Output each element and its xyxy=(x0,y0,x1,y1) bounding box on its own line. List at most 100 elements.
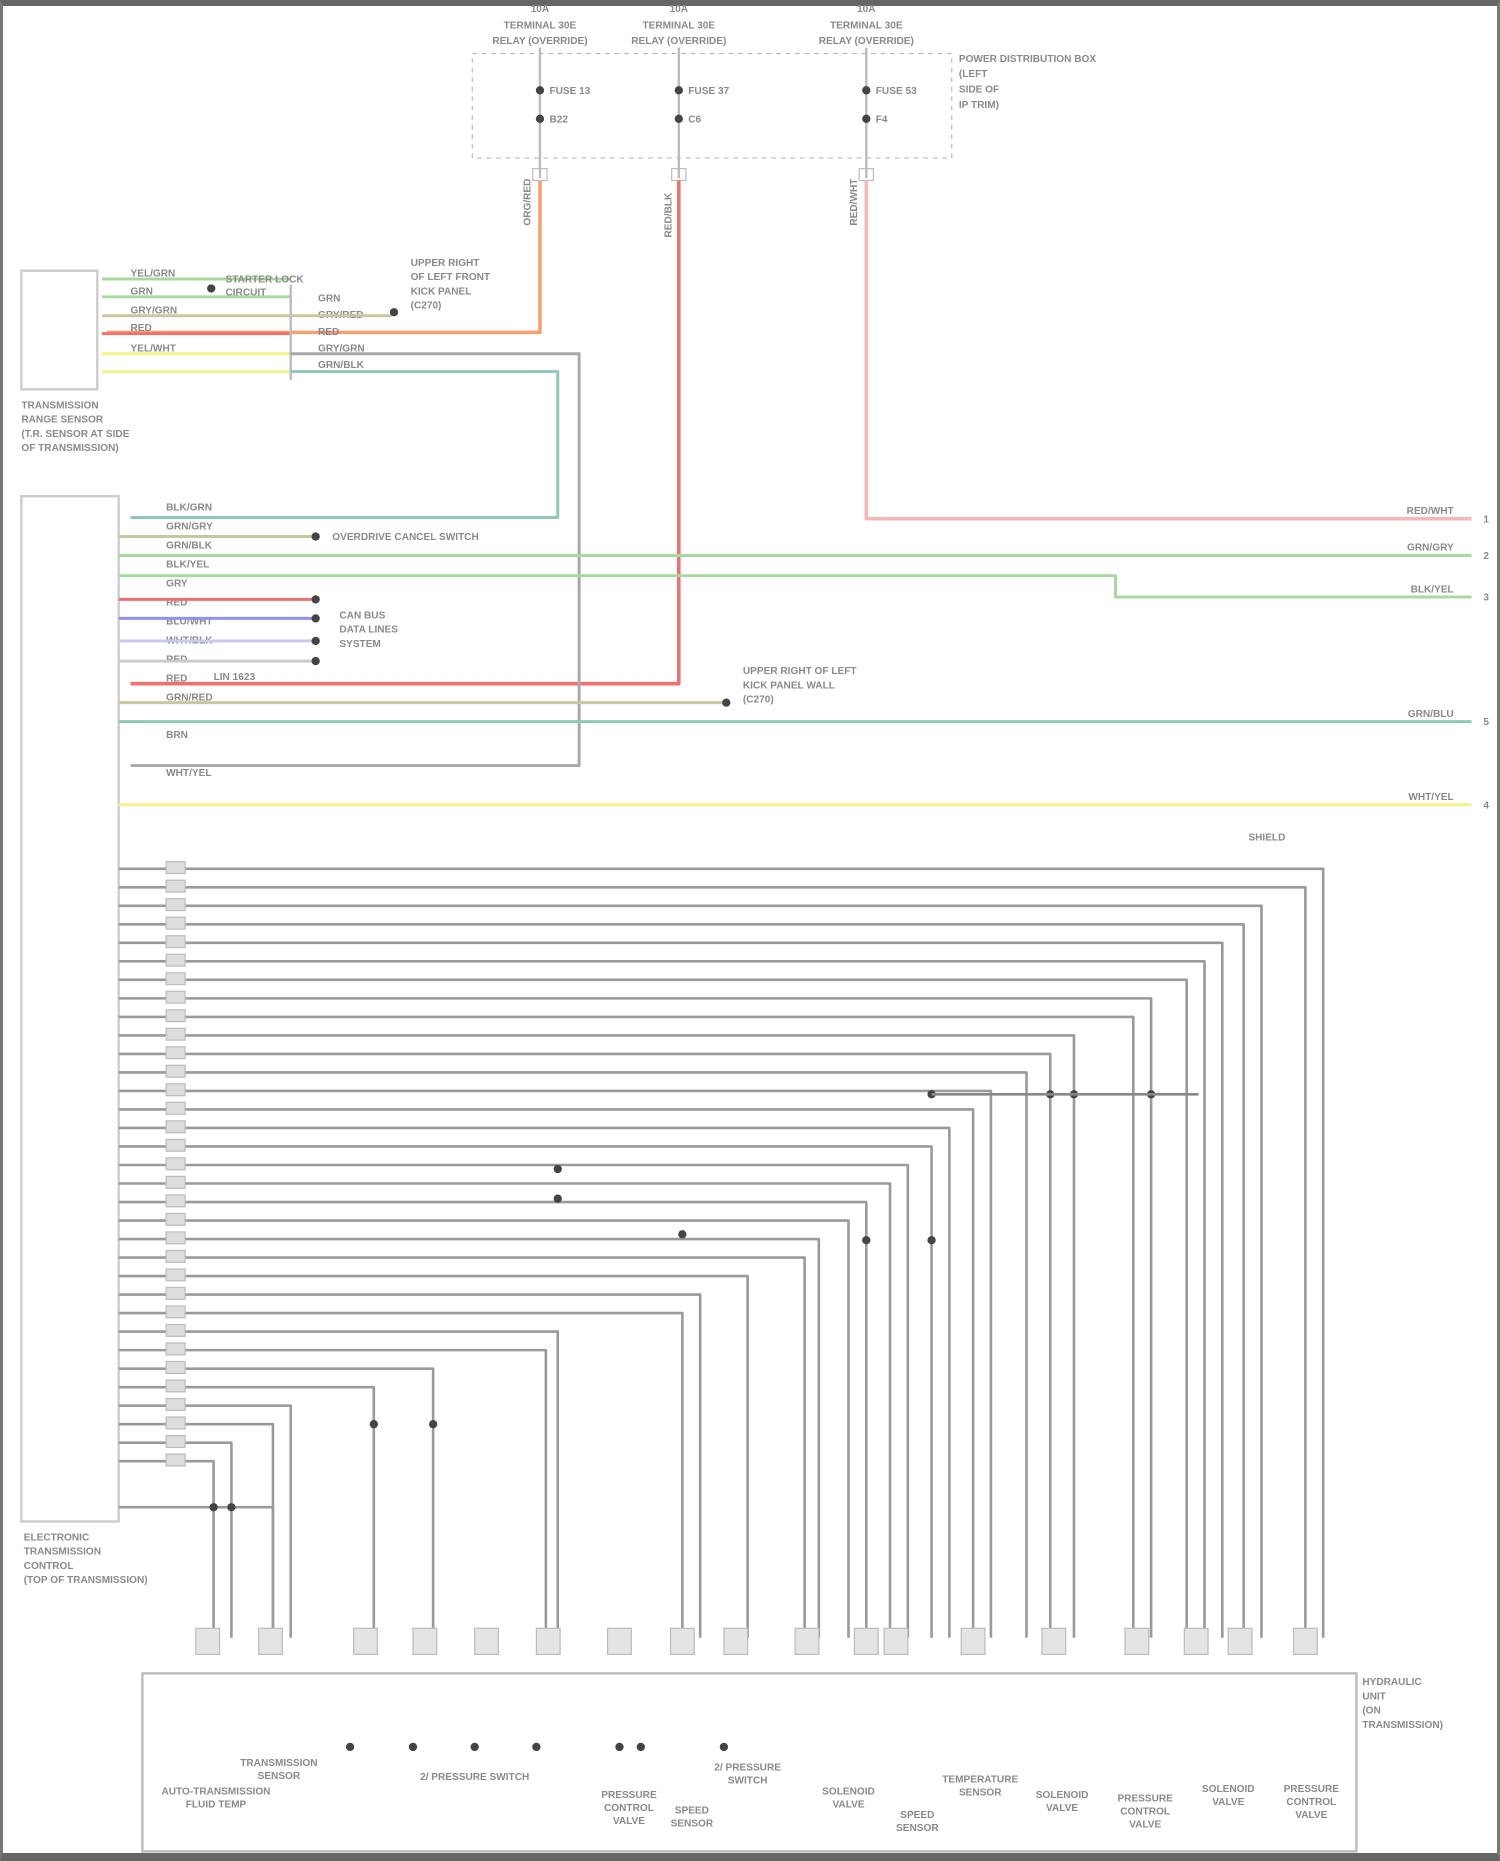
component-connector xyxy=(1041,1627,1067,1655)
can-bus-dot xyxy=(311,656,320,666)
connector-pin-number: 5 xyxy=(1483,717,1489,728)
transmission-harness-wire xyxy=(118,1274,749,1638)
wire-label-tag xyxy=(165,1416,186,1430)
wire-color-label: GRN/RED xyxy=(166,692,212,703)
ecu-ground-label: UPPER RIGHT OF LEFT xyxy=(743,666,858,677)
switch-contact xyxy=(615,1742,624,1752)
wire-color-label: GRN/GRY xyxy=(166,521,213,532)
component-connector xyxy=(853,1627,879,1655)
shield-label: SHIELD xyxy=(1248,832,1285,843)
fuse-rating: 10A xyxy=(857,4,876,15)
component-connector xyxy=(353,1627,378,1655)
wire-color-label: GRN xyxy=(318,294,340,305)
wire-label-tag xyxy=(165,1323,186,1337)
component-label: VALVE xyxy=(1046,1803,1078,1814)
transmission-harness-wire xyxy=(118,1126,951,1638)
transmission-harness-wire xyxy=(118,1108,975,1638)
fuse-relay-label: RELAY (OVERRIDE) xyxy=(492,36,587,47)
splice-dot xyxy=(311,532,320,541)
can-bus-label: SYSTEM xyxy=(339,639,380,650)
transmission-harness-wire xyxy=(118,1089,993,1638)
component-connector xyxy=(607,1627,632,1655)
wire-color-label: RED xyxy=(166,673,187,684)
component-label: TEMPERATURE xyxy=(942,1775,1018,1786)
wire-label-tag xyxy=(165,1212,186,1226)
switch-contact xyxy=(408,1742,418,1752)
wire-color-label: WHT/YEL xyxy=(166,768,211,779)
wire-label-tag xyxy=(165,1360,186,1374)
ground-location-label: UPPER RIGHT xyxy=(411,258,481,269)
wire-blk-yel xyxy=(118,574,1472,599)
wire-label-tag xyxy=(165,1249,186,1263)
fuse-terminal xyxy=(535,86,545,95)
fuse-terminal xyxy=(862,86,871,95)
component-connector xyxy=(195,1627,221,1655)
fuse-terminal xyxy=(535,114,545,123)
wire-color-label: GRN/BLK xyxy=(166,540,213,551)
junction-dot xyxy=(927,1236,936,1245)
junction-dot xyxy=(428,1420,438,1429)
component-connector xyxy=(1227,1627,1253,1655)
component-label: AUTO-TRANSMISSION xyxy=(161,1786,270,1797)
wire-label-tag xyxy=(165,1175,186,1189)
transmission-harness-wire xyxy=(118,978,1189,1638)
switch-contact xyxy=(532,1742,541,1752)
fuse-relay-label: RELAY (OVERRIDE) xyxy=(631,36,726,47)
wire-label-tag xyxy=(165,953,186,967)
transmission-harness-wire xyxy=(118,1385,376,1638)
transmission-harness-wire xyxy=(118,960,1206,1638)
hydraulic-unit-label: UNIT xyxy=(1362,1691,1386,1702)
ecu-label: (TOP OF TRANSMISSION) xyxy=(24,1575,148,1586)
wire-color-label: BLK/YEL xyxy=(1411,584,1454,595)
ecu-label: CONTROL xyxy=(24,1561,74,1572)
can-bus-dot xyxy=(311,636,320,646)
splice-dot xyxy=(722,698,731,707)
fuse-connector: F4 xyxy=(876,114,888,125)
wire-color-label: BRN xyxy=(166,730,188,741)
wire-label-tag xyxy=(165,1009,186,1023)
junction-dot xyxy=(209,1503,218,1512)
wire-label-tag xyxy=(165,879,186,893)
component-label: 2/ PRESSURE SWITCH xyxy=(420,1772,529,1783)
wire-label-tag xyxy=(165,1120,186,1134)
transmission-harness-wire xyxy=(118,1311,684,1638)
component-label: VALVE xyxy=(832,1799,864,1810)
fuse-terminal xyxy=(862,114,871,123)
ecu-ground-label: KICK PANEL WALL xyxy=(743,680,835,691)
transmission-harness-wire xyxy=(118,1404,293,1638)
switch-contact xyxy=(719,1742,729,1752)
wire-label-tag xyxy=(165,1194,186,1208)
component-label: VALVE xyxy=(1295,1810,1327,1821)
wire-red-wht xyxy=(864,180,1472,521)
transmission-harness-wire xyxy=(118,1459,215,1638)
can-bus-label: DATA LINES xyxy=(339,625,398,636)
wire-label-tag xyxy=(165,1286,186,1300)
wire-color-label: GRN/BLU xyxy=(1408,709,1454,720)
wire-label-tag xyxy=(165,1342,186,1356)
component-connector xyxy=(412,1627,438,1655)
switch-contact xyxy=(345,1742,355,1752)
wire-red-blk xyxy=(130,180,681,686)
transmission-harness-wire xyxy=(118,1293,702,1638)
switch-contact xyxy=(636,1742,645,1752)
wire-color-label: BLK/YEL xyxy=(166,559,209,570)
transmission-harness-wire xyxy=(118,1367,435,1638)
ecu-label: TRANSMISSION xyxy=(24,1547,101,1558)
fuse-relay-label: TERMINAL 30E xyxy=(830,21,903,32)
ground-location-label: OF LEFT FRONT xyxy=(411,272,491,283)
wire-color-label: GRY/GRN xyxy=(318,343,365,354)
component-connector xyxy=(1183,1627,1209,1655)
fuse-relay-label: TERMINAL 30E xyxy=(642,21,715,32)
component-connector xyxy=(474,1627,500,1655)
transmission-harness-wire xyxy=(118,1182,892,1638)
component-label: SOLENOID xyxy=(1036,1790,1089,1801)
transmission-harness-wire xyxy=(118,1505,275,1638)
wire-label-tag xyxy=(165,898,186,912)
hydraulic-unit-label: TRANSMISSION) xyxy=(1362,1720,1443,1731)
wire-label-tag xyxy=(165,935,186,949)
wire-color-label: GRN xyxy=(131,286,153,297)
wire-label-tag xyxy=(165,972,186,986)
component-label: SPEED xyxy=(675,1805,709,1816)
connector-pin-number: 2 xyxy=(1483,551,1489,562)
